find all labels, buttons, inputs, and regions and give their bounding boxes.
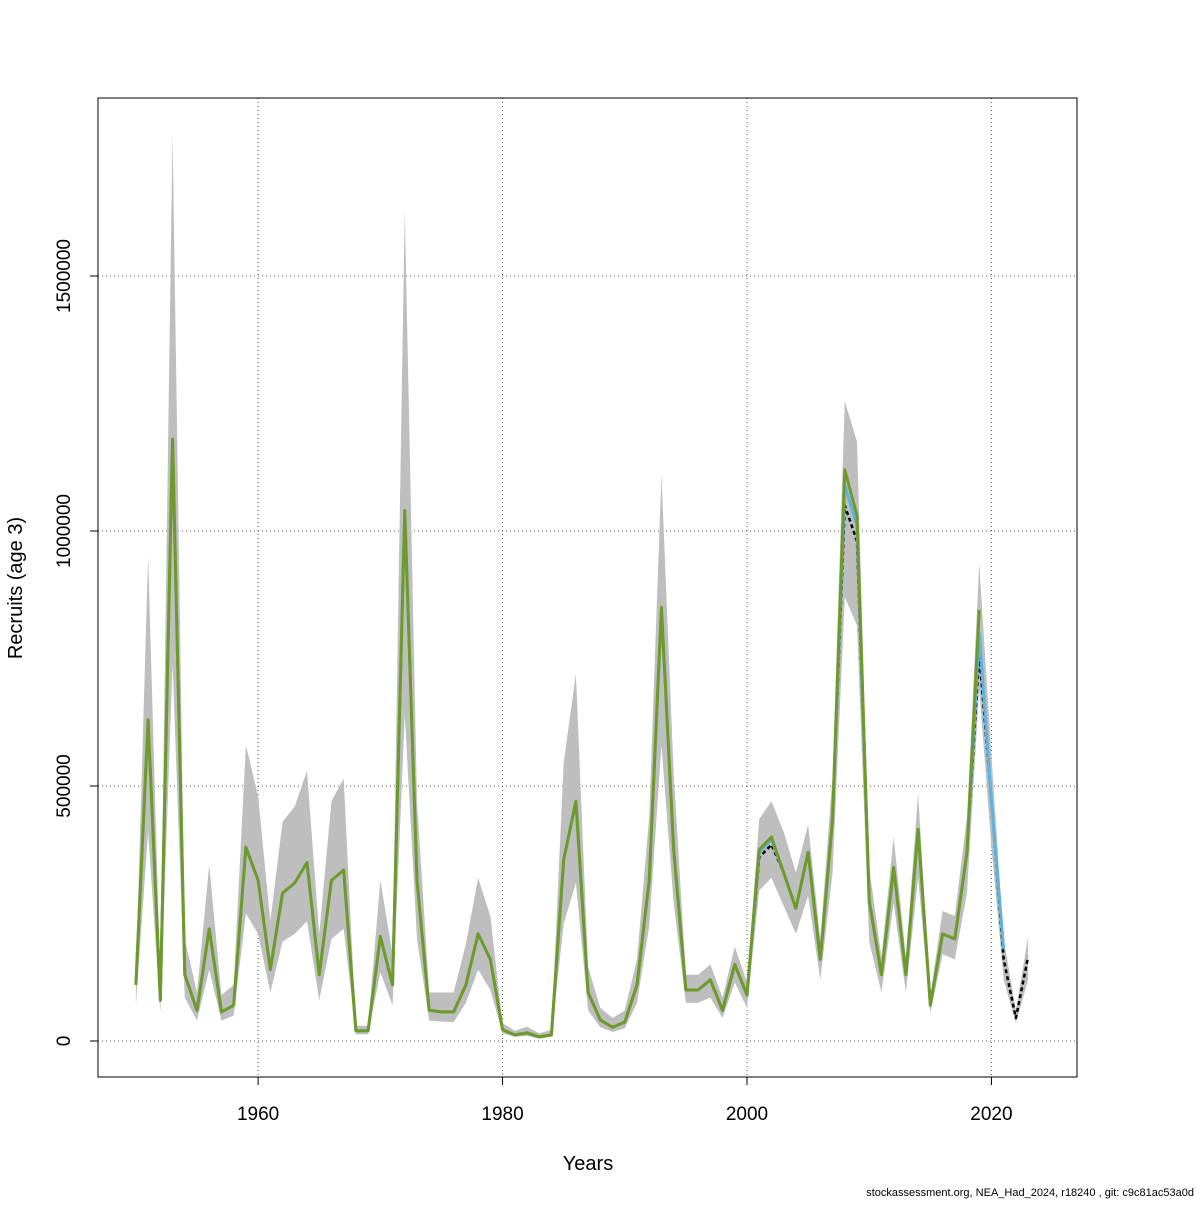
plot-frame <box>97 97 1078 1078</box>
x-tick-label: 1980 <box>481 1104 523 1125</box>
x-tick-label: 1960 <box>237 1104 279 1125</box>
y-tick-label: 500000 <box>54 754 75 817</box>
x-axis-label: Years <box>563 1153 613 1175</box>
y-axis-label: Recruits (age 3) <box>5 517 27 659</box>
footnote: stockassessment.org, NEA_Had_2024, r1824… <box>866 1187 1194 1199</box>
y-tick-label: 1500000 <box>54 239 75 313</box>
y-tick-label: 0 <box>54 1036 75 1047</box>
series-line <box>134 437 981 1039</box>
x-tick-label: 2020 <box>970 1104 1012 1125</box>
y-tick-label: 1000000 <box>54 494 75 568</box>
x-tick-label: 2000 <box>726 1104 768 1125</box>
